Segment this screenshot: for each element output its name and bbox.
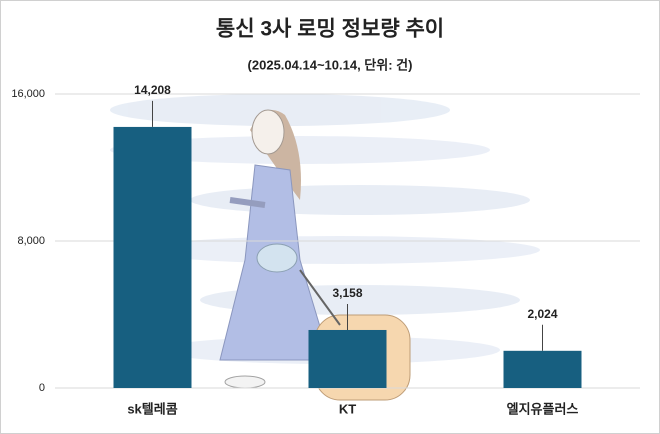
x-tick-label: 엘지유플러스 [507,401,579,416]
value-label: 3,158 [332,286,362,300]
y-tick-label: 8,000 [17,235,45,247]
x-tick-label: sk텔레콤 [127,401,177,416]
value-label: 2,024 [527,307,557,321]
chart-subtitle: (2025.04.14~10.14, 단위: 건) [248,57,413,72]
value-label: 14,208 [134,83,171,97]
bar [308,329,387,388]
bar [113,126,192,388]
y-tick-label: 0 [39,382,45,394]
chart-title: 통신 3사 로밍 정보량 추이 [216,18,444,41]
y-tick-label: 16,000 [11,88,45,100]
x-tick-label: KT [339,401,356,416]
bar [503,350,582,388]
